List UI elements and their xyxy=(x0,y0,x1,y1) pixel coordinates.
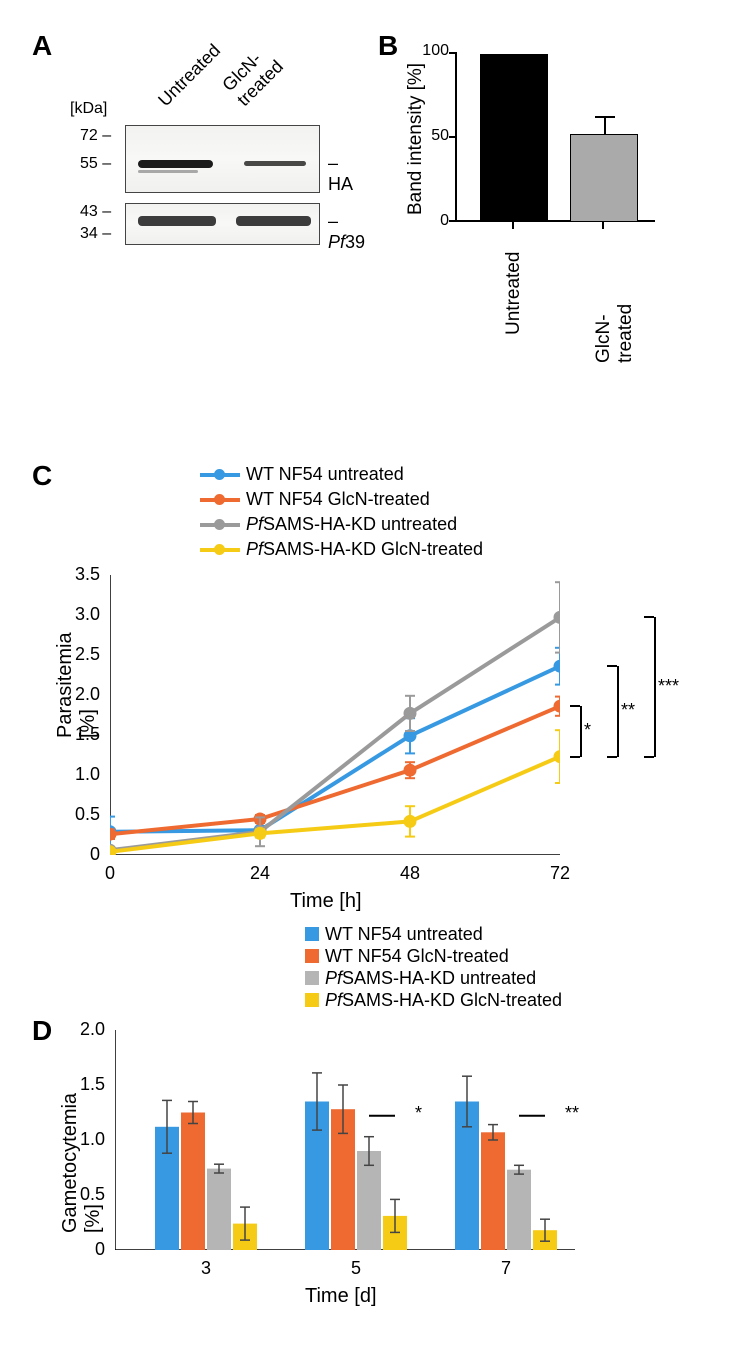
sig-bracket xyxy=(654,617,656,756)
blot-pf39 xyxy=(125,203,320,245)
ytick-c: 3.5 xyxy=(75,564,110,585)
legend-d: WT NF54 untreatedWT NF54 GlcN-treatedPfS… xyxy=(305,923,562,1011)
sig-label-d: ** xyxy=(565,1103,579,1124)
sig-bracket xyxy=(580,706,582,756)
legend-item: WT NF54 untreated xyxy=(200,462,483,487)
sig-label: ** xyxy=(621,700,635,721)
chart-c-svg xyxy=(110,575,560,855)
side-label-ha: – HA xyxy=(328,153,353,195)
band-pf39-untreated xyxy=(138,216,216,226)
band-pf39-glcn xyxy=(236,216,311,226)
panel-label-d: D xyxy=(32,1015,52,1047)
legend-item-d: PfSAMS-HA-KD GlcN-treated xyxy=(305,989,562,1011)
chart-b: 100 50 0 xyxy=(455,52,655,222)
kda-header: [kDa] xyxy=(70,100,107,118)
chart-c: 00.51.01.52.02.53.03.50244872 xyxy=(110,575,560,855)
legend-item: WT NF54 GlcN-treated xyxy=(200,487,483,512)
panel-label-b: B xyxy=(378,30,398,62)
xtick-d: 5 xyxy=(351,1250,361,1279)
xtick-d: 3 xyxy=(201,1250,211,1279)
xlabel-glcn: GlcN-treated xyxy=(593,266,637,363)
ytick-d: 1.5 xyxy=(80,1074,115,1095)
legend-item-d: PfSAMS-HA-KD untreated xyxy=(305,967,562,989)
xtick-c: 48 xyxy=(400,855,420,884)
bar-untreated xyxy=(480,54,548,222)
legend-item: PfSAMS-HA-KD GlcN-treated xyxy=(200,537,483,562)
xtick-d: 7 xyxy=(501,1250,511,1279)
legend-item: PfSAMS-HA-KD untreated xyxy=(200,512,483,537)
ylabel-b: Band intensity [%] xyxy=(405,63,427,215)
ylabel-c: Parasitemia [%] xyxy=(54,618,100,738)
panel-b: 100 50 0 Band intensity [%] Untreated Gl… xyxy=(400,40,690,340)
xtick-c: 72 xyxy=(550,855,570,884)
col-label-untreated: Untreated xyxy=(154,40,225,111)
band-ha-untreated-sub xyxy=(138,170,198,173)
ytick-c: 3.0 xyxy=(75,604,110,625)
ylabel-d: Gametocytemia [%] xyxy=(59,1073,105,1233)
kda-43: 43 – xyxy=(80,203,111,221)
ytick-d: 0 xyxy=(95,1239,115,1260)
legend-item-d: WT NF54 untreated xyxy=(305,923,562,945)
ytick-c: 2.0 xyxy=(75,684,110,705)
ytick-d: 2.0 xyxy=(80,1019,115,1040)
bar-glcn xyxy=(570,134,638,222)
col-label-glcn: GlcN-treated xyxy=(218,41,287,110)
legend-c: WT NF54 untreatedWT NF54 GlcN-treatedPfS… xyxy=(200,462,483,562)
xtick-c: 0 xyxy=(105,855,115,884)
side-label-pf39: – Pf39 xyxy=(328,211,365,253)
sig-bracket xyxy=(617,666,619,756)
xlabel-untreated: Untreated xyxy=(503,252,525,335)
band-ha-glcn xyxy=(244,161,306,166)
ytick-c: 2.5 xyxy=(75,644,110,665)
panel-label-a: A xyxy=(32,30,52,62)
chart-d: 00.51.01.52.035*7** xyxy=(115,1030,575,1250)
kda-55: 55 – xyxy=(80,155,111,173)
xlabel-d: Time [d] xyxy=(305,1285,377,1308)
panel-label-c: C xyxy=(32,460,52,492)
chart-d-svg xyxy=(115,1030,575,1250)
sig-label-d: * xyxy=(415,1103,422,1124)
band-ha-untreated xyxy=(138,160,213,168)
sig-label: *** xyxy=(658,676,679,697)
sig-label: * xyxy=(584,720,591,741)
legend-item-d: WT NF54 GlcN-treated xyxy=(305,945,562,967)
ytick-d: 0.5 xyxy=(80,1184,115,1205)
xtick-c: 24 xyxy=(250,855,270,884)
ytick-c: 1.0 xyxy=(75,764,110,785)
xlabel-c: Time [h] xyxy=(290,890,362,913)
ytick-100: 100 xyxy=(422,42,455,60)
panel-c: Parasitemia [%] WT NF54 untreatedWT NF54… xyxy=(95,470,625,870)
kda-72: 72 – xyxy=(80,127,111,145)
ytick-c: 0.5 xyxy=(75,804,110,825)
kda-34: 34 – xyxy=(80,225,111,243)
ytick-c: 1.5 xyxy=(75,724,110,745)
blot-ha xyxy=(125,125,320,193)
ytick-d: 1.0 xyxy=(80,1129,115,1150)
panel-d: WT NF54 untreatedWT NF54 GlcN-treatedPfS… xyxy=(95,1000,625,1310)
